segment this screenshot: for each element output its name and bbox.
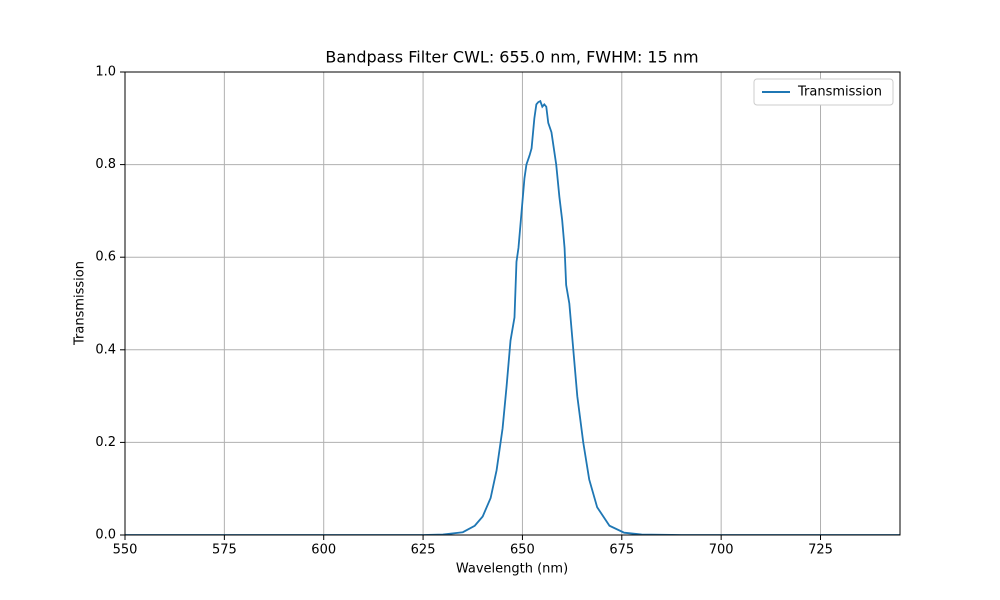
x-tick-label: 650: [510, 543, 535, 558]
x-tick-label: 725: [808, 543, 833, 558]
legend-box: [753, 78, 894, 106]
x-tick-label: 600: [311, 543, 336, 558]
x-tick-label: 675: [609, 543, 634, 558]
y-tick-label: 0.4: [95, 342, 116, 357]
y-tick-label: 0.2: [95, 435, 116, 450]
y-tick-label: 1.0: [95, 65, 116, 80]
x-tick-label: 625: [411, 543, 436, 558]
y-tick-label: 0.6: [95, 250, 116, 265]
y-axis-label: Transmission: [73, 261, 88, 346]
chart-title: Bandpass Filter CWL: 655.0 nm, FWHM: 15 …: [325, 48, 698, 67]
y-tick-label: 0.8: [95, 157, 116, 172]
x-tick-label: 575: [212, 543, 237, 558]
x-tick-label: 700: [709, 543, 734, 558]
x-tick-label: 550: [113, 543, 138, 558]
x-axis-label: Wavelength (nm): [456, 562, 568, 577]
legend-label: Transmission: [797, 85, 882, 100]
data-line: [125, 99, 900, 535]
plot-frame: [124, 71, 901, 536]
y-tick-label: 0.0: [95, 528, 116, 543]
